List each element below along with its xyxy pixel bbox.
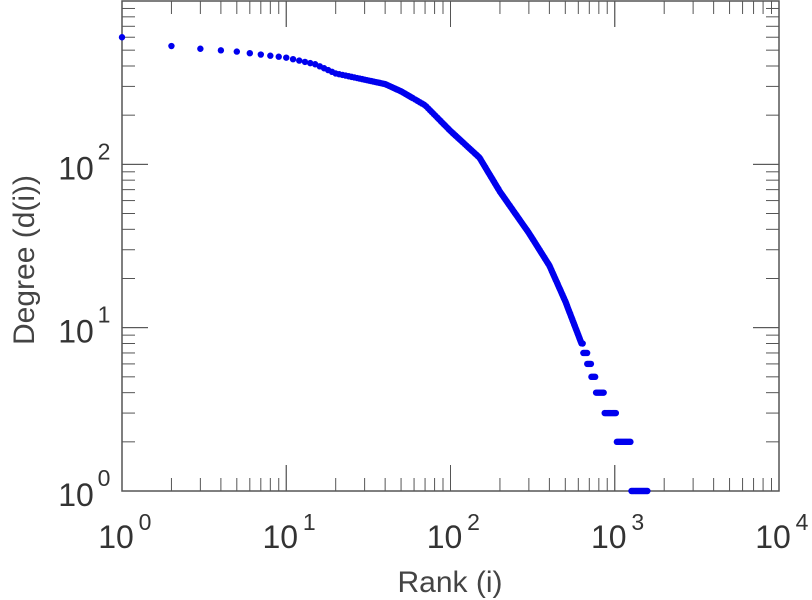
x-tick-label-exponent: 0: [139, 509, 152, 535]
y-minor-ticks: [122, 0, 779, 492]
x-tick-label-base: 10: [427, 519, 463, 555]
y-tick-label-base: 10: [58, 314, 94, 350]
y-tick-label-exponent: 1: [98, 302, 111, 328]
data-point: [289, 55, 297, 63]
data-point: [246, 50, 254, 57]
data-point: [627, 438, 634, 446]
x-tick-label-base: 10: [98, 519, 134, 555]
data-point: [307, 59, 314, 67]
x-tick-label-exponent: 1: [303, 509, 316, 535]
x-tick-label-base: 10: [755, 519, 791, 555]
data-point: [118, 34, 126, 41]
data-point: [583, 349, 591, 357]
data-point: [579, 340, 586, 347]
data-point: [257, 51, 265, 58]
data-points: [118, 34, 651, 495]
data-point: [587, 360, 595, 368]
data-point: [197, 45, 204, 52]
y-tick-label-exponent: 0: [98, 465, 111, 491]
data-point: [644, 487, 651, 495]
x-tick-labels: 10 0 10 1 10 2 10 3 10 4: [98, 509, 808, 555]
data-point: [301, 58, 309, 66]
data-point: [600, 389, 607, 396]
x-tick-label-exponent: 3: [631, 509, 644, 535]
x-minor-ticks: [121, 1, 780, 491]
x-axis-label: Rank (i): [397, 566, 502, 599]
y-tick-label-exponent: 2: [98, 138, 111, 164]
data-point: [296, 57, 303, 64]
y-axis-label: Degree (d(i)): [8, 175, 41, 345]
y-tick-label-base: 10: [58, 477, 94, 513]
data-point: [612, 409, 620, 417]
x-tick-label-base: 10: [591, 519, 627, 555]
data-point: [217, 47, 225, 54]
data-point: [283, 54, 290, 61]
x-tick-label-base: 10: [262, 519, 298, 555]
data-point: [267, 52, 274, 59]
x-tick-label-exponent: 4: [796, 509, 809, 535]
data-point: [233, 48, 241, 55]
x-tick-label-exponent: 2: [467, 509, 480, 535]
y-tick-label-base: 10: [58, 150, 94, 186]
data-point: [275, 53, 282, 60]
data-point: [168, 42, 175, 50]
data-point: [591, 373, 599, 381]
plot-frame: [121, 0, 780, 492]
